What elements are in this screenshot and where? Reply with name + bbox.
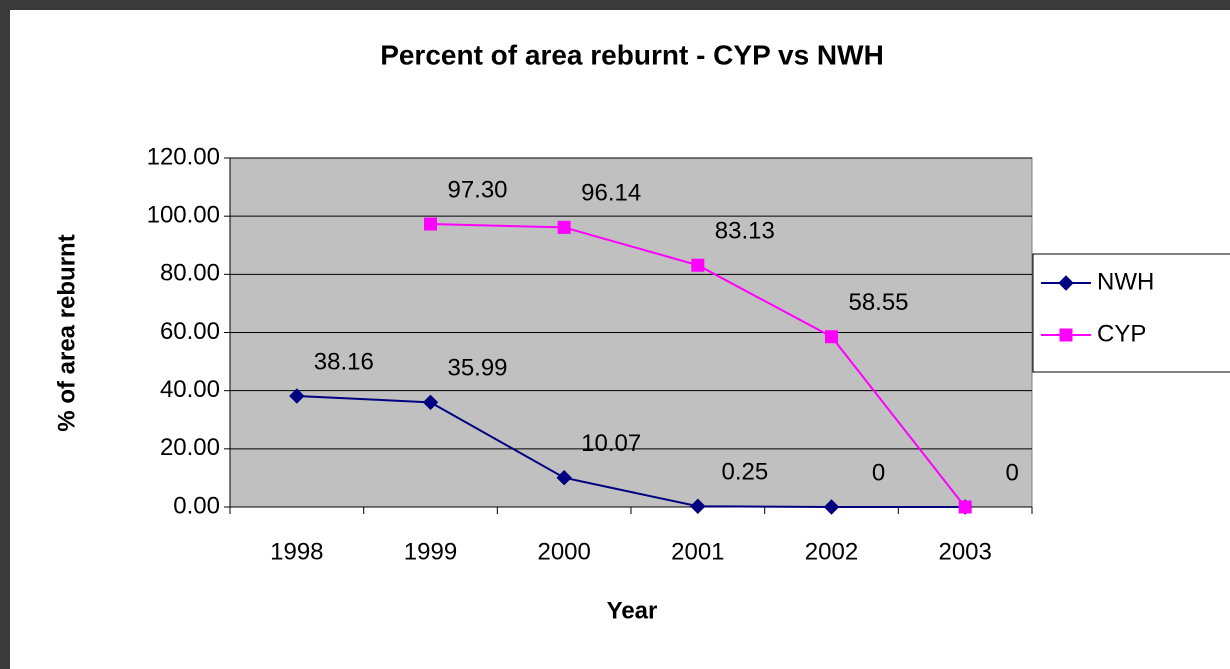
data-point bbox=[289, 388, 305, 404]
data-label: 97.30 bbox=[447, 176, 507, 203]
x-tick-label: 2000 bbox=[537, 538, 590, 565]
y-tick-label: 120.00 bbox=[147, 143, 220, 170]
data-label: 38.16 bbox=[314, 348, 374, 375]
y-tick-label: 60.00 bbox=[160, 318, 220, 345]
legend-marker bbox=[1059, 328, 1073, 342]
x-tick-label: 1999 bbox=[404, 538, 457, 565]
data-point bbox=[691, 258, 705, 272]
x-axis-label: Year bbox=[607, 597, 658, 624]
y-tick-label: 100.00 bbox=[147, 202, 220, 229]
data-point bbox=[958, 500, 972, 514]
data-point bbox=[557, 220, 571, 234]
y-tick-label: 40.00 bbox=[160, 376, 220, 403]
data-label: 10.07 bbox=[581, 430, 641, 457]
y-axis-label: % of area reburnt bbox=[53, 234, 80, 431]
data-label: 0 bbox=[1005, 459, 1018, 486]
data-label: 0.25 bbox=[721, 459, 768, 486]
data-point bbox=[556, 470, 572, 486]
data-label: 35.99 bbox=[447, 355, 507, 382]
data-label: 96.14 bbox=[581, 180, 641, 207]
y-tick-label: 20.00 bbox=[160, 434, 220, 461]
y-tick-label: 0.00 bbox=[173, 492, 220, 519]
data-point bbox=[690, 498, 706, 514]
legend-label: NWH bbox=[1097, 268, 1154, 295]
data-label: 0 bbox=[872, 459, 885, 486]
data-point bbox=[825, 330, 838, 344]
data-label: 83.13 bbox=[715, 218, 775, 245]
legend-label: CYP bbox=[1097, 320, 1146, 347]
chart-title: Percent of area reburnt - CYP vs NWH bbox=[380, 39, 884, 70]
data-point bbox=[823, 499, 840, 515]
legend-box bbox=[1032, 253, 1230, 373]
x-tick-label: 1998 bbox=[270, 538, 323, 565]
series-line bbox=[296, 395, 966, 508]
data-point bbox=[424, 217, 437, 231]
x-tick-label: 2002 bbox=[805, 538, 858, 565]
legend-marker bbox=[1058, 275, 1074, 291]
y-tick-label: 80.00 bbox=[160, 260, 220, 287]
data-point bbox=[422, 394, 439, 411]
data-label: 58.55 bbox=[848, 289, 908, 316]
x-tick-label: 2001 bbox=[671, 538, 724, 565]
x-tick-label: 2003 bbox=[938, 538, 991, 565]
